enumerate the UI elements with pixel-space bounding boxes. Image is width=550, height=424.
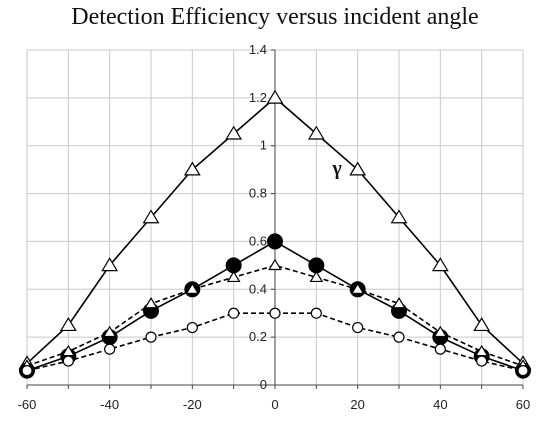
data-point	[142, 209, 160, 224]
series-3	[20, 258, 530, 371]
data-point	[183, 161, 201, 176]
data-point	[266, 89, 284, 104]
y-tick-label: 0.6	[249, 233, 267, 248]
data-point	[476, 355, 488, 367]
data-point	[225, 125, 243, 140]
data-point	[309, 270, 324, 283]
data-point	[62, 355, 74, 367]
data-point	[433, 325, 448, 338]
x-tick-label: 0	[271, 397, 278, 412]
axes	[26, 49, 524, 389]
data-point	[434, 343, 446, 355]
y-tick-label: 0.2	[249, 329, 267, 344]
x-tick-label: 20	[350, 397, 364, 412]
data-point	[267, 233, 283, 250]
x-tick-label: -20	[183, 397, 202, 412]
x-tick-label: 40	[433, 397, 447, 412]
data-point	[352, 321, 364, 334]
data-point	[349, 161, 367, 176]
data-point	[186, 321, 198, 334]
tick-labels: 0 0.2 0.4 0.6 0.8 1 1.2 1.4 -60 -40 -20 0 20 40 60	[18, 42, 531, 412]
y-tick-label: 0.8	[249, 186, 267, 201]
data-point	[59, 317, 77, 332]
data-point	[390, 209, 408, 224]
data-point	[104, 343, 116, 355]
y-tick-label: 0.4	[249, 281, 267, 296]
y-tick-label: 0	[260, 377, 267, 392]
data-point	[431, 257, 449, 272]
chart-title: Detection Efficiency versus incident ang…	[71, 4, 479, 30]
data-point	[102, 325, 117, 338]
data-point	[144, 296, 158, 309]
data-point	[269, 307, 281, 319]
data-point	[473, 317, 491, 332]
data-point	[393, 331, 405, 343]
series-layer	[18, 89, 532, 379]
data-point	[145, 331, 157, 343]
data-point	[517, 365, 529, 377]
data-point	[307, 125, 325, 140]
data-point	[21, 365, 33, 377]
data-point	[392, 296, 406, 309]
data-point	[268, 258, 282, 271]
y-tick-label: 1	[260, 138, 267, 153]
data-point	[226, 270, 241, 283]
x-tick-label: -60	[18, 397, 37, 412]
data-point	[310, 307, 322, 319]
annotations: γ	[331, 157, 342, 179]
x-tick-label: -40	[100, 397, 119, 412]
data-point	[228, 307, 240, 319]
data-point	[225, 257, 242, 274]
data-point	[308, 257, 325, 274]
data-point	[185, 282, 200, 295]
gamma-annotation: γ	[331, 157, 342, 179]
series-4	[21, 307, 529, 377]
y-tick-label: 1.2	[249, 90, 267, 105]
x-tick-label: 60	[516, 397, 530, 412]
data-point	[101, 257, 119, 272]
y-tick-label: 1.4	[249, 42, 267, 57]
data-point	[350, 282, 365, 295]
